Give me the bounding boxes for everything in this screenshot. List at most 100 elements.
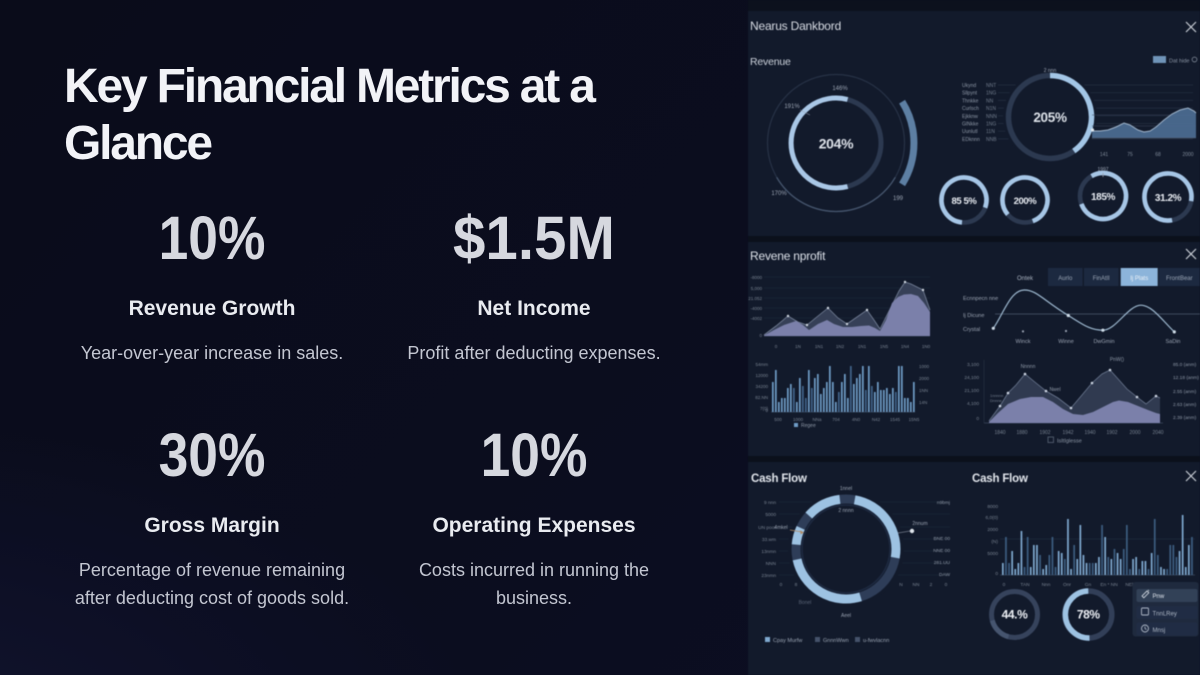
svg-text:TnnLRey: TnnLRey [1153, 612, 1177, 618]
svg-text:Ontek: Ontek [1017, 276, 1034, 282]
svg-text:24,100: 24,100 [964, 375, 979, 381]
svg-text:NNa: NNa [812, 417, 821, 422]
svg-text:NEh: NEh [1125, 582, 1135, 588]
svg-text:0: 0 [976, 416, 979, 422]
svg-text:2000: 2000 [1129, 430, 1140, 436]
svg-text:Onr: Onr [1063, 582, 1071, 588]
svg-text:Uunlutl: Uunlutl [962, 129, 978, 135]
svg-text:1NG: 1NG [986, 91, 996, 97]
svg-text:2 nnnn: 2 nnnn [838, 508, 854, 514]
svg-text:8: 8 [795, 582, 798, 588]
svg-text:204%: 204% [819, 136, 854, 152]
svg-text:82.NN: 82.NN [755, 395, 768, 400]
svg-text:185%: 185% [1091, 192, 1115, 203]
svg-text:7(0): 7(0) [760, 406, 769, 411]
svg-text:1997: 1997 [1097, 167, 1108, 173]
svg-text:75: 75 [1127, 152, 1133, 158]
svg-text:21.052: 21.052 [748, 296, 762, 301]
svg-text:Gn: Gn [1085, 582, 1092, 588]
svg-text:2000: 2000 [1182, 152, 1193, 158]
svg-text:23nmn: 23nmn [761, 573, 776, 579]
svg-text:Aeel: Aeel [841, 613, 851, 619]
svg-text:2.63 (anm): 2.63 (anm) [1173, 402, 1197, 408]
svg-text:54mm: 54mm [755, 362, 768, 367]
svg-text:0: 0 [1003, 582, 1006, 588]
svg-text:Aurlo: Aurlo [1058, 276, 1073, 282]
svg-text:(N): (N) [991, 539, 998, 545]
svg-text:0: 0 [945, 582, 948, 588]
svg-text:0: 0 [995, 571, 998, 577]
svg-text:FinAtlI: FinAtlI [1093, 276, 1110, 282]
svg-text:Revenue: Revenue [750, 56, 791, 68]
svg-text:141: 141 [1100, 152, 1109, 158]
svg-text:2: 2 [930, 582, 933, 588]
svg-text:NNE 00: NNE 00 [933, 548, 950, 554]
svg-text:SaDin: SaDin [1166, 339, 1181, 345]
svg-text:1000: 1000 [919, 364, 930, 369]
svg-text:N42: N42 [872, 417, 881, 422]
svg-text:GnnnWwn: GnnnWwn [823, 638, 849, 644]
svg-text:1880: 1880 [1016, 430, 1027, 436]
svg-text:3,100: 3,100 [967, 362, 979, 368]
svg-text:Nnn: Nnn [1042, 582, 1051, 588]
svg-text:DAW: DAW [939, 572, 950, 578]
svg-text:n9bmj: n9bmj [937, 500, 950, 506]
svg-text:NNB: NNB [986, 137, 997, 143]
svg-text:1N5: 1N5 [880, 344, 889, 349]
svg-text:1545: 1545 [890, 417, 901, 422]
svg-text:Dnnne: Dnnne [990, 398, 1003, 403]
svg-text:Ij Dicune: Ij Dicune [963, 313, 984, 319]
svg-text:1NG: 1NG [986, 122, 996, 128]
svg-text:Pnw: Pnw [1153, 594, 1165, 600]
svg-text:31.2%: 31.2% [1155, 193, 1182, 204]
svg-text:5000: 5000 [987, 551, 998, 557]
svg-text:1902: 1902 [1106, 430, 1117, 436]
svg-text:2 nnn: 2 nnn [1044, 68, 1057, 74]
svg-text:2.39 (anm): 2.39 (anm) [1173, 415, 1197, 421]
svg-text:Cash Flow: Cash Flow [972, 473, 1028, 485]
svg-text:GlNkke: GlNkke [962, 122, 979, 128]
svg-text:NN: NN [913, 582, 920, 588]
svg-text:1N0: 1N0 [922, 344, 931, 349]
svg-text:TAN: TAN [1020, 582, 1030, 588]
svg-text:0: 0 [775, 344, 778, 349]
svg-text:Ejkknw: Ejkknw [962, 114, 978, 120]
svg-text:IsItIglesse: IsItIglesse [1057, 439, 1082, 445]
svg-text:N1N: N1N [986, 106, 996, 112]
svg-text:1000: 1000 [793, 417, 804, 422]
svg-text:200%: 200% [1014, 196, 1038, 207]
svg-text:1840: 1840 [994, 430, 1005, 436]
svg-text:Ij Plats: Ij Plats [1130, 276, 1148, 282]
svg-text:-4002: -4002 [750, 316, 762, 321]
svg-text:11N: 11N [986, 129, 995, 135]
svg-text:2000: 2000 [987, 527, 998, 533]
svg-text:Thnkke: Thnkke [962, 98, 979, 104]
svg-text:Crystal: Crystal [963, 327, 980, 333]
svg-text:NN: NN [986, 98, 994, 104]
svg-text:1N2: 1N2 [836, 344, 845, 349]
svg-text:1942: 1942 [1062, 430, 1073, 436]
svg-text:4,100: 4,100 [967, 401, 979, 407]
svg-text:1nnel: 1nnel [840, 486, 852, 492]
svg-text:Nearus Dankbord: Nearus Dankbord [750, 19, 841, 33]
svg-text:Cash Flow: Cash Flow [751, 473, 807, 485]
svg-text:68: 68 [1155, 152, 1161, 158]
svg-text:12.18 (anm): 12.18 (anm) [1173, 375, 1199, 381]
svg-text:170%: 170% [771, 191, 787, 197]
svg-text:12000: 12000 [755, 373, 768, 378]
svg-text:13nmn: 13nmn [761, 549, 776, 555]
svg-text:Bonel: Bonel [799, 600, 812, 606]
svg-text:191%: 191% [784, 104, 800, 110]
svg-text:9 nnn: 9 nnn [764, 500, 776, 506]
svg-text:1902: 1902 [1039, 430, 1050, 436]
svg-text:4N0: 4N0 [852, 417, 861, 422]
svg-text:En * NN: En * NN [1100, 582, 1118, 588]
svg-text:15N5: 15N5 [909, 417, 920, 422]
svg-text:1N4: 1N4 [901, 344, 910, 349]
svg-text:34200: 34200 [755, 384, 768, 389]
svg-text:Winne: Winne [1058, 339, 1074, 345]
svg-text:704: 704 [832, 417, 840, 422]
svg-text:21,100: 21,100 [964, 388, 979, 394]
svg-text:BNE 00: BNE 00 [933, 536, 950, 542]
svg-text:Ecnnpecn nne: Ecnnpecn nne [963, 296, 998, 302]
